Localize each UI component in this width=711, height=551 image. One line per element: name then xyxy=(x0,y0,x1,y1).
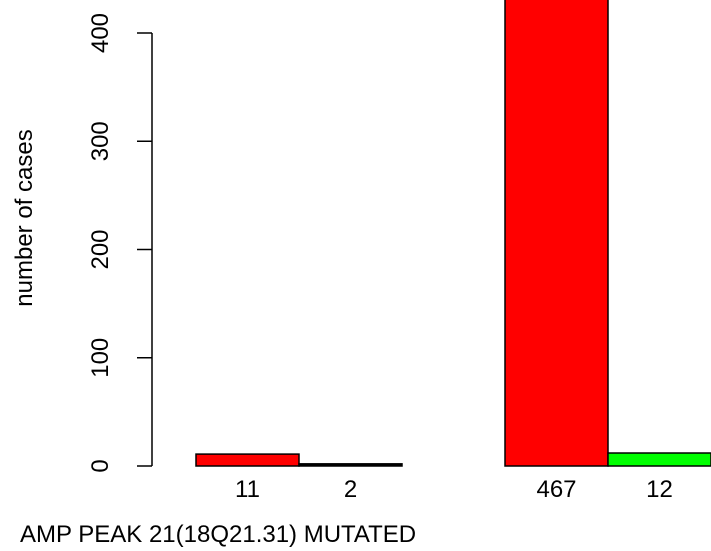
y-axis: 0 100 200 300 400 xyxy=(87,13,153,473)
y-tick-label-3: 300 xyxy=(87,121,114,161)
bars-layer xyxy=(195,0,711,467)
y-tick-label-2: 200 xyxy=(87,229,114,269)
bar-g1-b1 xyxy=(607,452,711,467)
bar-g0-b0 xyxy=(195,453,300,467)
bar-label-g1-b0: 467 xyxy=(536,476,576,503)
y-axis-label: number of cases xyxy=(11,129,38,306)
bar-label-g0-b1: 2 xyxy=(344,476,357,503)
x-axis-label: AMP PEAK 21(18Q21.31) MUTATED xyxy=(20,521,416,548)
bar-label-g0-b0: 11 xyxy=(235,476,260,503)
bar-label-g1-b1: 12 xyxy=(646,476,673,503)
bar-labels: 11 2 467 12 xyxy=(235,476,673,503)
bar-g1-b0 xyxy=(504,0,609,467)
bar-g0-b1 xyxy=(298,463,403,467)
y-tick-label-4: 400 xyxy=(87,13,114,53)
y-tick-label-0: 0 xyxy=(87,459,114,472)
y-tick-label-1: 100 xyxy=(87,338,114,378)
